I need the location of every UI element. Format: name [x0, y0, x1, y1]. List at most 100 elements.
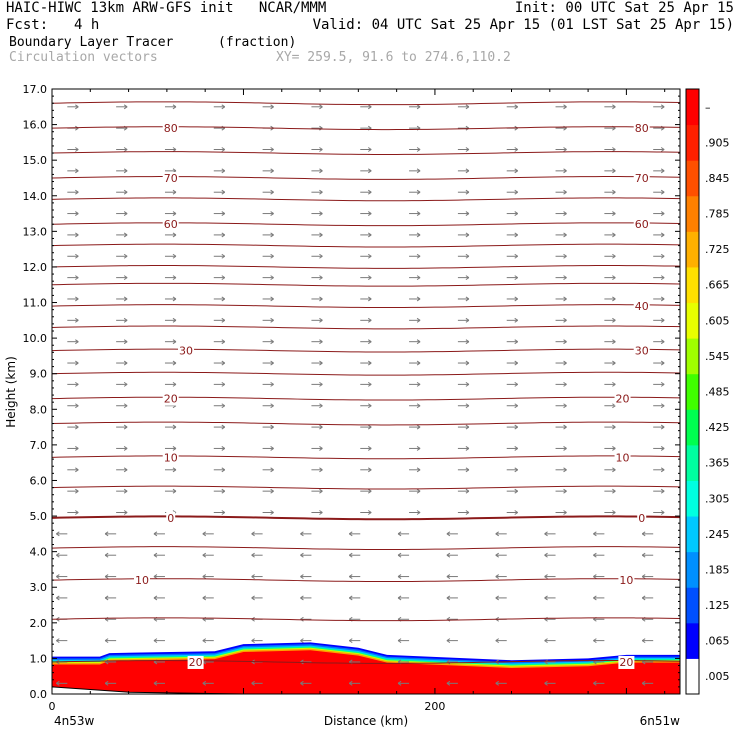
wind-vector	[164, 424, 177, 430]
wind-vector	[262, 275, 274, 281]
contour-label: 40	[635, 300, 649, 313]
wind-vector	[164, 296, 177, 302]
wind-vector	[506, 446, 519, 451]
wind-vector	[67, 510, 79, 515]
x-end-label-right: 6n51w	[640, 714, 681, 728]
colorbar-swatch	[686, 124, 699, 161]
wind-vector	[446, 531, 458, 537]
colorbar-swatch	[686, 160, 699, 197]
wind-vector	[409, 275, 421, 281]
temperature-contour	[52, 101, 680, 106]
wind-vector	[604, 104, 616, 110]
wind-vector	[653, 381, 665, 387]
y-tick-label: 10.0	[23, 332, 48, 345]
y-tick-label: 14.0	[23, 190, 48, 203]
wind-vector	[153, 680, 165, 686]
wind-vector	[56, 638, 68, 644]
wind-vector	[604, 403, 616, 409]
wind-vector	[213, 510, 226, 515]
y-tick-label: 11.0	[23, 297, 48, 310]
wind-vector	[446, 638, 458, 644]
colorbar-swatch	[686, 622, 699, 659]
wind-vector	[604, 211, 616, 216]
wind-vector	[164, 211, 177, 216]
x-end-label-left: 4n53w	[54, 714, 95, 728]
wind-vector	[116, 275, 128, 281]
colorbar-swatch	[686, 480, 699, 517]
wind-vector	[262, 424, 274, 430]
wind-vector	[251, 552, 263, 558]
temperature-contour-40	[52, 304, 680, 309]
wind-vector	[544, 574, 556, 579]
wind-vector	[360, 446, 372, 451]
wind-vector	[311, 147, 323, 152]
wind-vector	[457, 381, 470, 387]
wind-vector	[653, 232, 665, 238]
wind-vector	[300, 531, 312, 537]
wind-vector	[555, 424, 567, 430]
temperature-contour-0	[52, 515, 680, 521]
colorbar-swatch	[686, 195, 699, 232]
wind-vector	[495, 638, 507, 644]
wind-vector	[604, 381, 616, 387]
wind-vector	[67, 317, 79, 323]
wind-vector	[164, 488, 177, 494]
contour-label: 20	[619, 656, 633, 669]
wind-vector	[457, 253, 470, 259]
wind-vector	[360, 232, 372, 238]
wind-vector	[555, 147, 567, 152]
colorbar-label: .065	[705, 635, 730, 648]
wind-vector	[67, 253, 79, 259]
wind-vector	[653, 189, 665, 195]
wind-vector	[653, 488, 665, 494]
wind-vector	[506, 339, 519, 345]
wind-vector	[213, 211, 226, 216]
wind-vector	[67, 211, 79, 216]
wind-vector	[251, 595, 263, 601]
wind-vector	[104, 574, 117, 579]
wind-vector	[67, 403, 79, 409]
wind-vector	[409, 403, 421, 409]
wind-vector	[153, 552, 165, 558]
wind-vector	[641, 638, 654, 644]
wind-vector	[457, 446, 470, 451]
wind-vector	[409, 253, 421, 259]
wind-vector	[360, 339, 372, 345]
colorbar-label: .485	[705, 386, 730, 399]
wind-vector	[348, 552, 361, 558]
wind-vector	[300, 680, 312, 686]
colorbar-swatch	[686, 658, 699, 695]
wind-vector	[544, 595, 556, 601]
wind-vector	[397, 552, 410, 558]
contour-label: 80	[164, 122, 178, 135]
wind-vector	[116, 317, 128, 323]
wind-vector	[202, 595, 214, 601]
y-tick-label: 15.0	[23, 154, 48, 167]
wind-vector	[604, 488, 616, 494]
wind-vector	[457, 189, 470, 195]
contour-label: 20	[189, 656, 203, 669]
wind-vector	[593, 680, 605, 686]
contour-label: 10	[135, 574, 149, 587]
wind-vector	[116, 339, 128, 345]
y-tick-label: 2.0	[30, 617, 48, 630]
wind-vector	[116, 211, 128, 216]
wind-vector	[555, 211, 567, 216]
wind-vector	[213, 403, 226, 409]
contour-label: 70	[635, 172, 649, 185]
wind-vector	[67, 339, 79, 345]
wind-vector	[593, 531, 605, 537]
colorbar-label: .845	[705, 172, 730, 185]
wind-vector	[213, 467, 226, 473]
temperature-contour-10	[52, 578, 680, 583]
fcst-label: Fcst:	[6, 17, 49, 33]
wind-vector	[213, 275, 226, 281]
wind-vector	[153, 574, 165, 579]
plot-frame	[51, 88, 681, 695]
wind-vector	[116, 381, 128, 387]
wind-vector	[116, 467, 128, 473]
wind-vector	[593, 552, 605, 558]
wind-vector	[544, 552, 556, 558]
colorbar-swatch	[686, 444, 699, 481]
